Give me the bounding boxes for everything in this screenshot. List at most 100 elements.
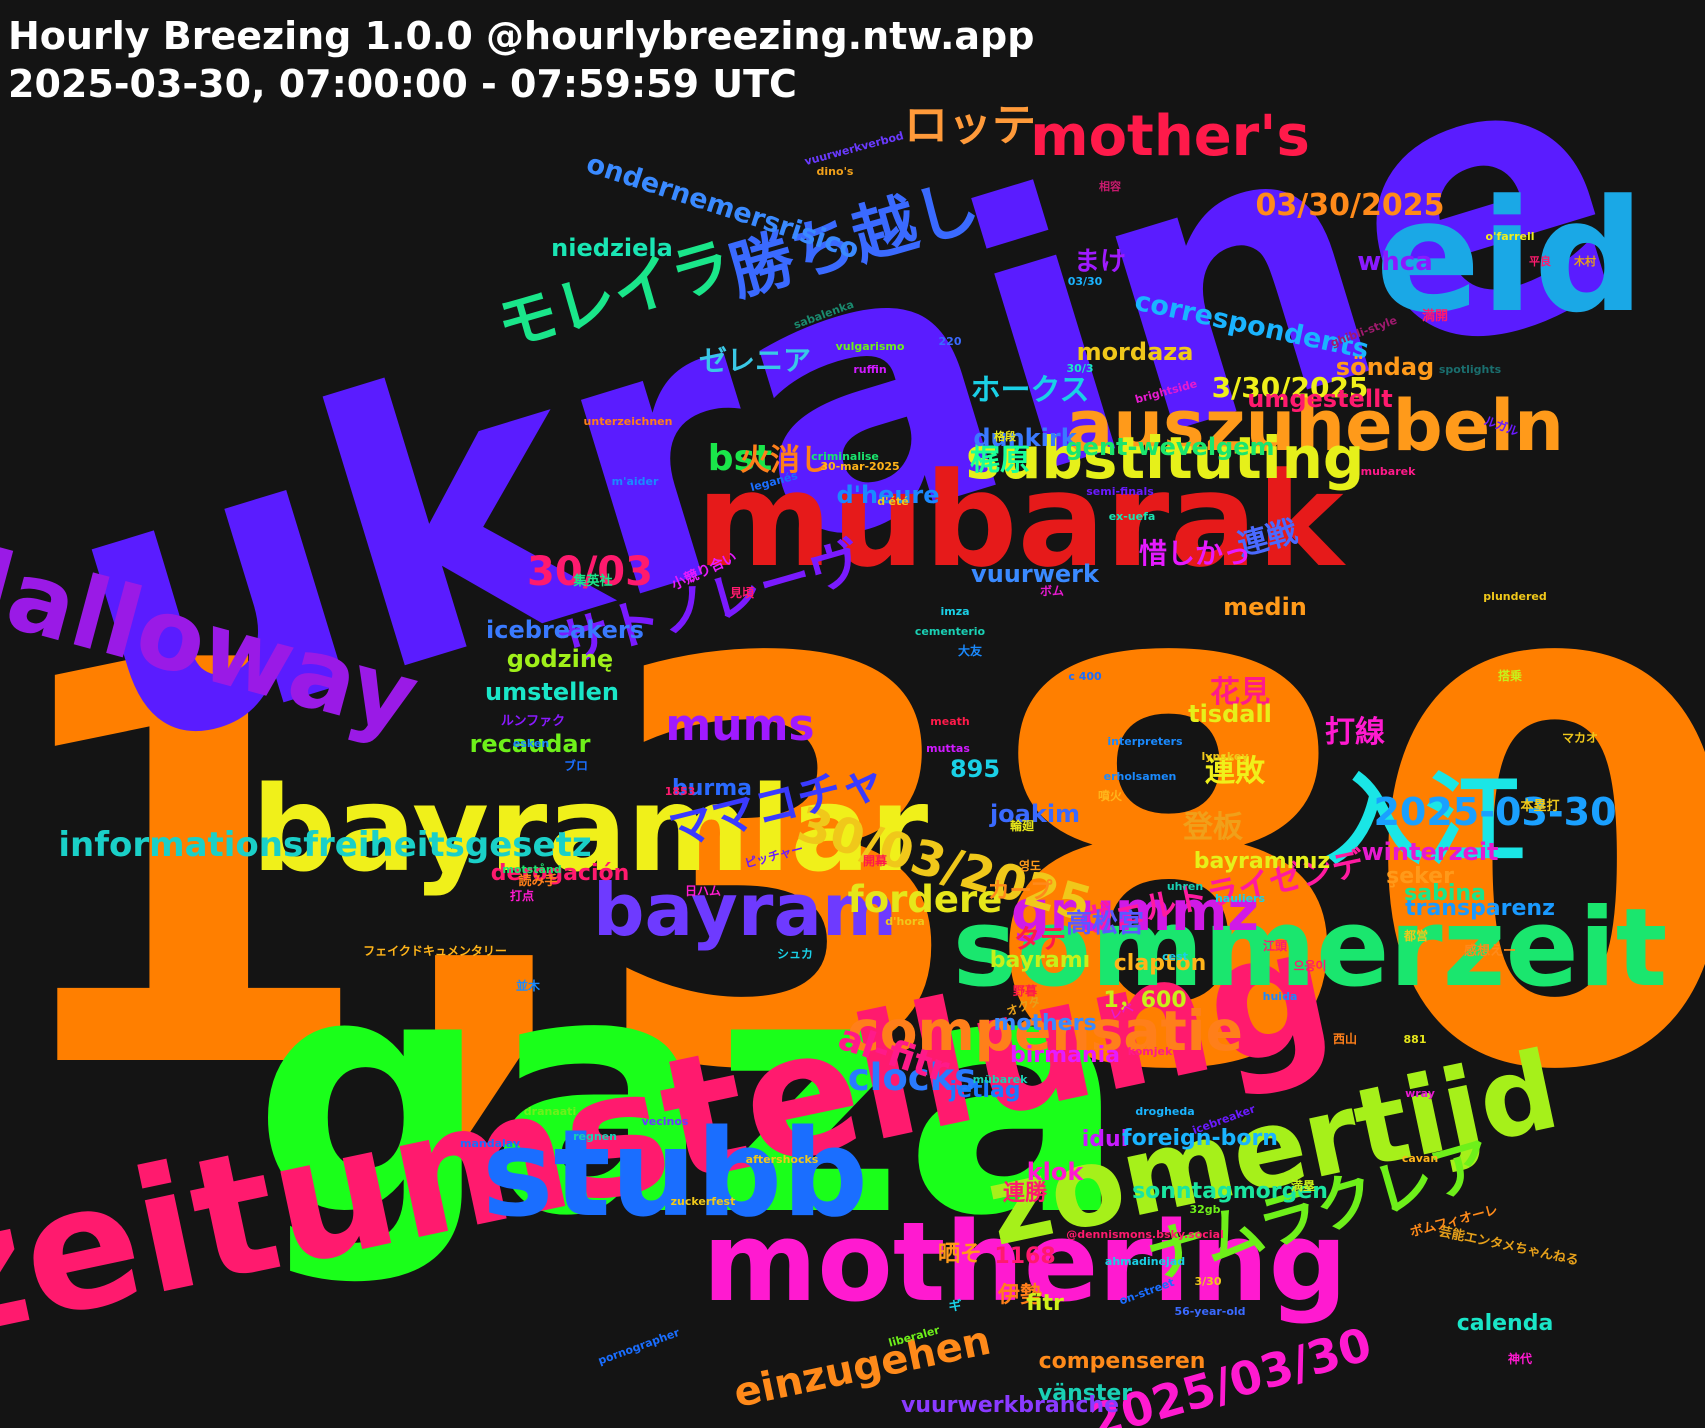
cloud-word: lynskey <box>1202 750 1249 763</box>
cloud-word: 3/30/2025 <box>1212 371 1369 404</box>
cloud-word: 集英社 <box>572 573 612 589</box>
cloud-word: 芸能エンタメちゃんねる <box>1437 1223 1580 1268</box>
cloud-word: söndag <box>1336 353 1434 381</box>
cloud-word: jetlag <box>948 1078 1020 1103</box>
cloud-word: bayramlar <box>252 760 928 898</box>
cloud-word: bayramı <box>990 948 1090 973</box>
cloud-word: plundered <box>1483 590 1546 603</box>
cloud-word: 1168 <box>994 1244 1055 1269</box>
cloud-word: klok <box>1027 1158 1085 1186</box>
cloud-word: 木村 <box>1573 254 1596 268</box>
cloud-word: ホークス <box>970 373 1089 408</box>
cloud-word: umgestellt <box>1247 385 1393 413</box>
cloud-word: winterzeit <box>1361 838 1498 866</box>
cloud-word: mubarek <box>1361 465 1416 478</box>
cloud-word: vecinos <box>642 1115 689 1128</box>
cloud-word: 神代 <box>1508 1351 1532 1366</box>
cloud-word: informationsfreiheitsgesetz <box>58 825 591 865</box>
cloud-word: wray <box>1405 1087 1435 1100</box>
cloud-word: compensatie <box>847 999 1243 1063</box>
cloud-word: 日ハム <box>685 884 721 898</box>
cloud-word: ex-uefa <box>1109 510 1156 523</box>
cloud-word: regnen <box>573 1130 617 1143</box>
cloud-word: 登板 <box>1182 810 1243 845</box>
cloud-word: 1,380 <box>0 545 1705 1191</box>
cloud-word: eid <box>1375 166 1644 347</box>
cloud-word: 感想えー <box>1464 943 1516 959</box>
cloud-word: hauliers <box>1215 892 1266 905</box>
cloud-word: 2025-03-30 <box>1373 790 1616 834</box>
cloud-word: sabina <box>1404 881 1486 906</box>
cloud-word: 56-year-old <box>1174 1305 1245 1318</box>
cloud-word: fitr <box>1026 1291 1064 1316</box>
cloud-word: imza <box>940 605 969 618</box>
cloud-word: dranaati <box>524 1105 576 1118</box>
cloud-word: ruffin <box>853 363 886 376</box>
page-subtitle: 2025-03-30, 07:00:00 - 07:59:59 UTC <box>8 62 797 106</box>
cloud-word: cest <box>1162 950 1188 963</box>
cloud-word: 連勝 <box>1003 1181 1048 1206</box>
cloud-word: compenseren <box>1039 1349 1206 1374</box>
cloud-word: mandalay <box>460 1137 520 1150</box>
cloud-word: mums <box>665 700 814 751</box>
cloud-word: bayramınız <box>1194 849 1330 874</box>
cloud-word: mothering <box>703 1198 1348 1326</box>
cloud-word: ギ <box>948 1298 961 1314</box>
cloud-word: 高松宮 <box>1066 908 1144 939</box>
cloud-word: ブロ <box>564 758 588 773</box>
cloud-word: fordere <box>848 878 1003 921</box>
cloud-word: recaudar <box>470 730 591 758</box>
cloud-word: sonntagmorgen <box>1132 1179 1328 1204</box>
cloud-word: 大友 <box>958 643 982 658</box>
cloud-word: 花見 <box>1210 675 1270 710</box>
cloud-word: vuurwerk <box>971 560 1100 588</box>
cloud-word: spotlights <box>1439 363 1502 376</box>
cloud-word: 3/30 <box>1195 1275 1222 1288</box>
cloud-word: 並木 <box>516 978 541 993</box>
cloud-word: 30-mar-2025 <box>820 460 899 473</box>
cloud-word: meath <box>930 715 969 728</box>
cloud-word: フェイクドキュメンタリー <box>363 944 507 958</box>
cloud-word: zuckerfest <box>671 1195 736 1208</box>
cloud-word: m'aider <box>612 475 659 488</box>
cloud-word: 32gb <box>1189 1203 1220 1216</box>
cloud-word: 満開 <box>1422 308 1448 324</box>
cloud-word: joakim <box>989 800 1080 828</box>
cloud-word: idul <box>1082 1127 1129 1152</box>
cloud-word: 噴火 <box>1098 788 1123 803</box>
cloud-word: şeker <box>1386 864 1454 889</box>
cloud-word: 30/03 <box>527 549 653 595</box>
cloud-word: 読み手 <box>518 873 557 889</box>
cloud-word: drogheda <box>1135 1105 1194 1118</box>
cloud-word: 1853 <box>665 785 696 798</box>
cloud-word: derogación <box>491 861 630 886</box>
cloud-word: mubarak <box>696 444 1346 596</box>
cloud-word: vulgarismo <box>836 340 905 353</box>
cloud-word: mother's <box>1030 104 1310 169</box>
cloud-word: d'hora <box>885 915 924 928</box>
cloud-word: mothers <box>993 1011 1096 1036</box>
cloud-word: icebreakers <box>486 616 644 644</box>
cloud-word: uhren <box>1167 880 1203 893</box>
cloud-word: カープ <box>988 879 1054 904</box>
cloud-word: gaza <box>253 904 1127 1288</box>
cloud-word: grummz <box>1011 880 1259 943</box>
cloud-word: 惜しかっ <box>1139 537 1251 570</box>
cloud-word: ahmadinejad <box>1105 1255 1185 1268</box>
cloud-word: 으응이 <box>1293 958 1326 973</box>
cloud-word: calenda <box>1457 1311 1554 1336</box>
cloud-word: マカオ <box>1562 731 1598 745</box>
cloud-word: transparenz <box>1405 896 1555 921</box>
cloud-word: d'été <box>877 495 908 508</box>
cloud-word: @dennismons.bsky.social <box>1066 1228 1224 1241</box>
cloud-word: 本塁打 <box>1520 798 1559 814</box>
cloud-word: 輪廻 <box>1010 818 1035 833</box>
cloud-word: 打点 <box>510 888 534 903</box>
cloud-word: huida <box>1263 990 1298 1003</box>
cloud-word: 打線 <box>1325 715 1385 750</box>
cloud-word: vuurwerkbranche <box>901 1393 1119 1418</box>
cloud-word: 梶原 <box>970 443 1030 478</box>
cloud-word: burma <box>672 776 752 801</box>
cloud-word: criminalise <box>811 450 879 463</box>
